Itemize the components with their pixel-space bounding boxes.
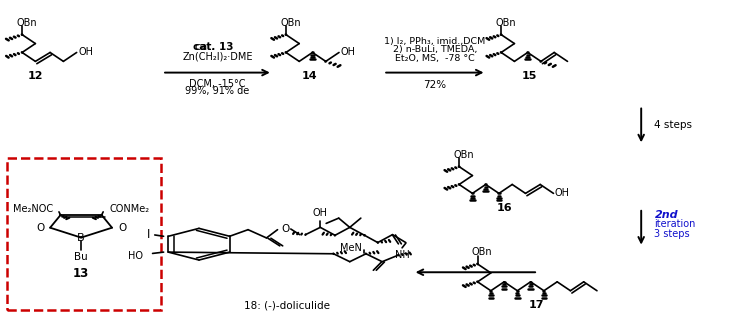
Text: Et₂O, MS,  -78 °C: Et₂O, MS, -78 °C: [395, 54, 475, 63]
Text: 13: 13: [73, 267, 89, 280]
Text: O: O: [118, 223, 126, 233]
Text: I: I: [147, 228, 150, 241]
Text: 72%: 72%: [423, 80, 447, 90]
Text: HO: HO: [128, 251, 143, 261]
Text: O: O: [282, 224, 290, 234]
Text: cat. 13: cat. 13: [194, 42, 234, 52]
Text: CONMe₂: CONMe₂: [109, 204, 149, 214]
Text: DCM, -15°C: DCM, -15°C: [189, 79, 245, 89]
Text: 12: 12: [27, 71, 43, 81]
Text: OH: OH: [312, 208, 328, 218]
Text: 15: 15: [522, 71, 537, 81]
Text: OBn: OBn: [472, 248, 492, 257]
Text: 2) n-BuLi, TMEDA,: 2) n-BuLi, TMEDA,: [393, 46, 477, 54]
Text: OH: OH: [555, 188, 570, 198]
Text: OBn: OBn: [453, 150, 474, 160]
Text: 14: 14: [301, 71, 318, 81]
Text: Me₂NOC: Me₂NOC: [13, 204, 53, 214]
Text: 1) I₂, PPh₃, imid.,DCM: 1) I₂, PPh₃, imid.,DCM: [384, 37, 486, 46]
Text: 18: (-)-doliculide: 18: (-)-doliculide: [245, 300, 330, 310]
Text: 17: 17: [528, 300, 545, 310]
Text: 3 steps: 3 steps: [654, 229, 690, 239]
Text: OBn: OBn: [280, 18, 301, 28]
Text: 4 steps: 4 steps: [654, 120, 693, 130]
Bar: [7, 158, 161, 310]
Text: 2nd: 2nd: [654, 210, 678, 219]
Text: MeN: MeN: [340, 243, 363, 253]
Text: O: O: [36, 223, 44, 233]
Text: OBn: OBn: [495, 18, 516, 28]
Text: 16: 16: [497, 203, 513, 213]
Text: B: B: [77, 233, 85, 243]
Text: Zn(CH₂I)₂·DME: Zn(CH₂I)₂·DME: [182, 51, 253, 61]
Text: cat.: cat.: [195, 42, 217, 52]
Text: OBn: OBn: [16, 18, 37, 28]
Text: 99%, 91% de: 99%, 91% de: [185, 86, 250, 96]
Text: NH: NH: [395, 250, 410, 260]
Text: OH: OH: [340, 47, 355, 57]
Text: OH: OH: [78, 47, 93, 57]
Text: iteration: iteration: [654, 219, 696, 229]
Text: Bu: Bu: [74, 252, 88, 262]
